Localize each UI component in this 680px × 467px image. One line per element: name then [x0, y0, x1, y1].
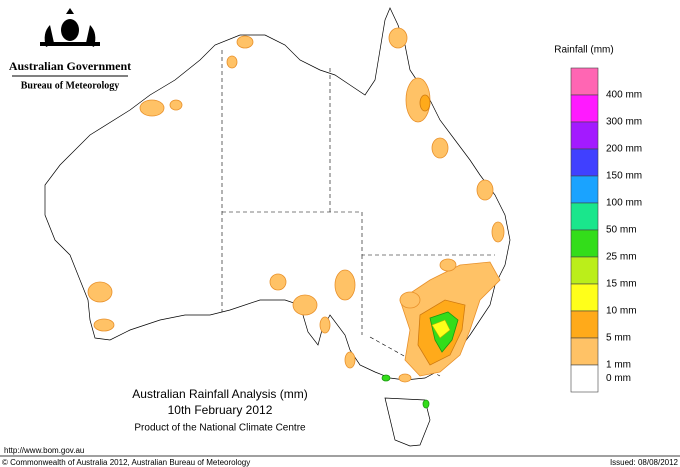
rainfall-areas: [87, 27, 505, 409]
legend-swatch: [570, 202, 599, 231]
legend-label: 50 mm: [606, 225, 637, 236]
crest: [40, 8, 100, 47]
bureau: Bureau of Meteorology: [21, 80, 120, 91]
legend-swatch: [570, 310, 599, 339]
map-title: Australian Rainfall Analysis (mm): [132, 387, 307, 401]
legend-label: 300 mm: [606, 117, 642, 128]
legend-swatch: [570, 175, 599, 204]
legend-swatch: [570, 148, 599, 177]
legend-label: 5 mm: [606, 333, 631, 344]
legend-swatch: [570, 283, 599, 312]
agency: Australian Government: [9, 59, 131, 73]
australia-outline: [44, 7, 511, 381]
map-date: 10th February 2012: [168, 403, 273, 417]
footer-url: http://www.bom.gov.au: [4, 446, 84, 455]
footer-issued: Issued: 08/08/2012: [610, 458, 679, 467]
legend-label: 15 mm: [606, 279, 637, 290]
legend-swatch: [570, 256, 599, 285]
legend-label: 400 mm: [606, 90, 642, 101]
map: [44, 7, 511, 447]
legend-swatch: [570, 94, 599, 123]
legend-swatch: [570, 121, 599, 150]
legend-swatch: [570, 337, 599, 366]
legend-swatch: [570, 67, 599, 96]
legend-label: 0 mm: [606, 373, 631, 384]
legend-label: 1 mm: [606, 360, 631, 371]
legend-label: 200 mm: [606, 144, 642, 155]
footer-copyright: © Commonwealth of Australia 2012, Austra…: [2, 458, 250, 467]
map-credit: Product of the National Climate Centre: [134, 423, 306, 434]
legend: 400 mm 300 mm 200 mm 150 mm 100 mm 50 mm 25 mm…: [570, 67, 642, 393]
legend-label: 150 mm: [606, 171, 642, 182]
legend-swatch: [570, 364, 599, 393]
legend-label: 25 mm: [606, 252, 637, 263]
legend-swatch: [570, 229, 599, 258]
legend-label: 100 mm: [606, 198, 642, 209]
legend-title: Rainfall (mm): [554, 45, 613, 56]
legend-label: 10 mm: [606, 306, 637, 317]
